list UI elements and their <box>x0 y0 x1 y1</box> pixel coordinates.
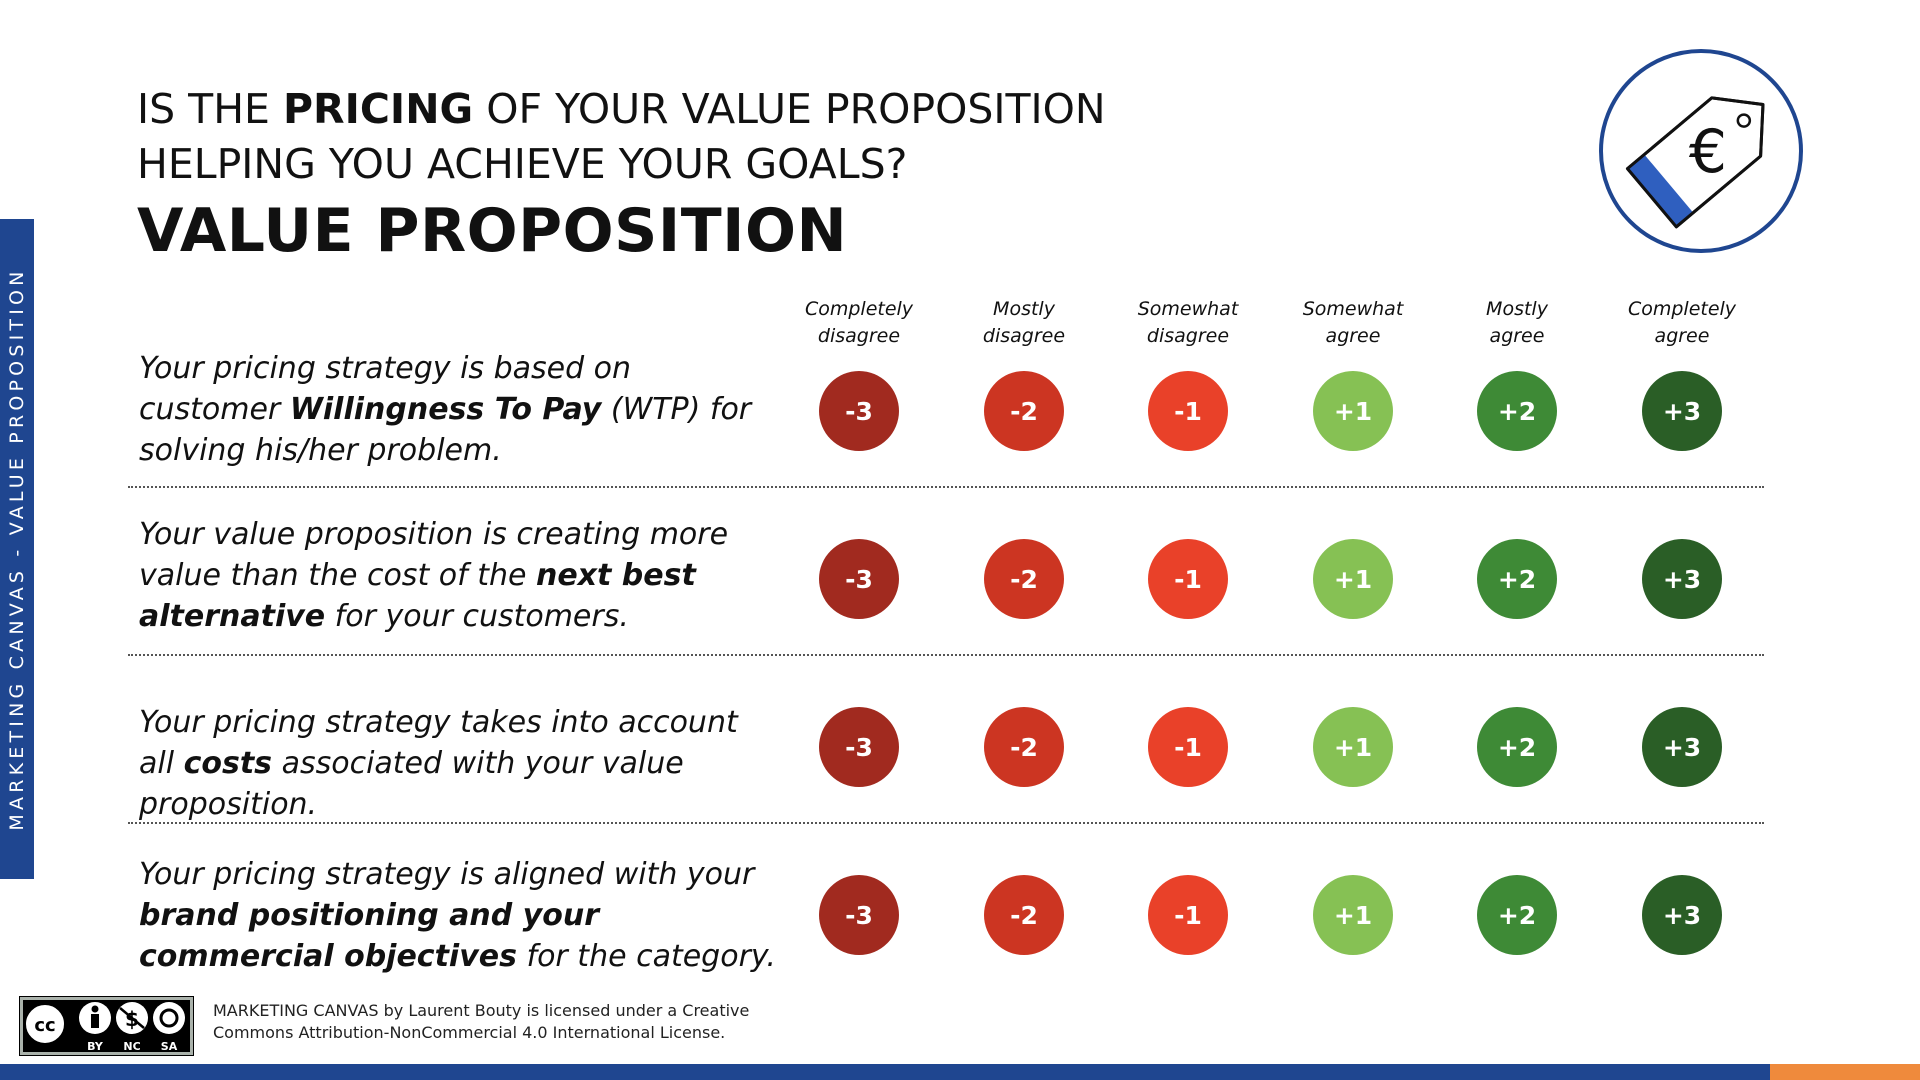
rating-button-plus3[interactable]: +3 <box>1642 707 1722 787</box>
svg-text:NC: NC <box>123 1040 140 1053</box>
sidebar-label: MARKETING CANVAS - VALUE PROPOSITION <box>6 267 28 831</box>
page-title: VALUE PROPOSITION <box>137 196 848 266</box>
statement-fragment: Your pricing strategy is based on custom… <box>139 351 632 427</box>
rating-button-minus2[interactable]: -2 <box>984 707 1064 787</box>
statement-row: Your pricing strategy takes into account… <box>128 656 1764 824</box>
statement-text: Your pricing strategy takes into account… <box>139 702 779 825</box>
rating-button-minus1[interactable]: -1 <box>1148 707 1228 787</box>
scale-label-line-2: disagree <box>817 325 901 347</box>
statement-fragment: associated with your value proposition. <box>139 746 684 822</box>
scale-label-line-1: Mostly <box>1486 298 1548 320</box>
rating-button-minus3[interactable]: -3 <box>819 875 899 955</box>
rating-button-plus2[interactable]: +2 <box>1477 875 1557 955</box>
statement-text: Your pricing strategy is aligned with yo… <box>139 854 779 977</box>
svg-text:SA: SA <box>161 1040 178 1053</box>
question-line-2: HELPING YOU ACHIEVE YOUR GOALS? <box>137 140 908 188</box>
rating-button-minus1[interactable]: -1 <box>1148 875 1228 955</box>
scale-label-5: Mostly agree <box>1452 296 1582 350</box>
statement-emphasis: costs <box>183 746 273 781</box>
rating-button-minus2[interactable]: -2 <box>984 371 1064 451</box>
scale-label-line-1: Completely <box>1627 298 1737 320</box>
statement-fragment: for your customers. <box>325 599 629 634</box>
license-line-1: MARKETING CANVAS by Laurent Bouty is lic… <box>213 1001 750 1020</box>
statement-fragment: for the category. <box>516 939 776 974</box>
statement-row: Your pricing strategy is based on custom… <box>128 320 1764 488</box>
rating-button-plus3[interactable]: +3 <box>1642 875 1722 955</box>
rating-button-plus1[interactable]: +1 <box>1313 875 1393 955</box>
scale-label-line-2: disagree <box>1146 325 1230 347</box>
statement-row: Your pricing strategy is aligned with yo… <box>128 824 1764 974</box>
rating-button-minus3[interactable]: -3 <box>819 707 899 787</box>
row-divider <box>128 822 1764 824</box>
scale-label-line-1: Somewhat <box>1137 298 1239 320</box>
scale-label-line-2: agree <box>1489 325 1545 347</box>
scale-label-2: Mostly disagree <box>959 296 1089 350</box>
footer-bar <box>0 1064 1770 1080</box>
rating-button-plus3[interactable]: +3 <box>1642 371 1722 451</box>
rating-button-plus2[interactable]: +2 <box>1477 371 1557 451</box>
cc-license-badge: cc $ BY NC SA <box>19 996 194 1056</box>
rating-button-plus1[interactable]: +1 <box>1313 539 1393 619</box>
license-text: MARKETING CANVAS by Laurent Bouty is lic… <box>213 1000 749 1044</box>
statement-emphasis: next best alternative <box>139 558 696 634</box>
row-divider <box>128 486 1764 488</box>
scale-label-line-1: Completely <box>804 298 914 320</box>
rating-button-minus1[interactable]: -1 <box>1148 371 1228 451</box>
rating-button-minus2[interactable]: -2 <box>984 539 1064 619</box>
statement-fragment: Your pricing strategy is aligned with yo… <box>139 857 755 892</box>
scale-label-6: Completely agree <box>1617 296 1747 350</box>
sidebar-tab: MARKETING CANVAS - VALUE PROPOSITION <box>0 219 34 879</box>
rating-button-plus1[interactable]: +1 <box>1313 371 1393 451</box>
license-line-2: Commons Attribution-NonCommercial 4.0 In… <box>213 1023 726 1042</box>
statement-text: Your pricing strategy is based on custom… <box>139 348 779 471</box>
scale-label-line-1: Somewhat <box>1302 298 1404 320</box>
statement-row: Your value proposition is creating more … <box>128 488 1764 656</box>
statement-emphasis: Willingness To Pay <box>289 392 602 427</box>
question-bold: PRICING <box>282 85 474 133</box>
rating-button-minus1[interactable]: -1 <box>1148 539 1228 619</box>
svg-text:€: € <box>1689 117 1727 187</box>
rating-button-plus3[interactable]: +3 <box>1642 539 1722 619</box>
page-question: IS THE PRICING OF YOUR VALUE PROPOSITION… <box>137 82 1106 192</box>
rating-button-plus1[interactable]: +1 <box>1313 707 1393 787</box>
rating-button-plus2[interactable]: +2 <box>1477 539 1557 619</box>
rating-button-minus2[interactable]: -2 <box>984 875 1064 955</box>
scale-label-line-2: disagree <box>982 325 1066 347</box>
row-divider <box>128 654 1764 656</box>
statement-text: Your value proposition is creating more … <box>139 514 779 637</box>
statement-fragment: Your pricing strategy takes into account… <box>139 705 738 781</box>
scale-label-4: Somewhat agree <box>1288 296 1418 350</box>
rating-button-minus3[interactable]: -3 <box>819 539 899 619</box>
scale-label-line-2: agree <box>1325 325 1381 347</box>
rating-button-minus3[interactable]: -3 <box>819 371 899 451</box>
scale-label-line-1: Mostly <box>993 298 1055 320</box>
statement-fragment: (WTP) for solving his/her problem. <box>139 392 752 468</box>
price-tag-euro-icon: € <box>1599 49 1803 253</box>
question-post: OF YOUR VALUE PROPOSITION <box>473 85 1106 133</box>
svg-text:cc: cc <box>34 1015 55 1036</box>
footer-accent-bar <box>1770 1064 1920 1080</box>
scale-label-3: Somewhat disagree <box>1123 296 1253 350</box>
scale-label-line-2: agree <box>1654 325 1710 347</box>
rating-button-plus2[interactable]: +2 <box>1477 707 1557 787</box>
svg-text:BY: BY <box>87 1040 104 1053</box>
question-pre: IS THE <box>137 85 283 133</box>
statement-emphasis: brand positioning and your commercial ob… <box>139 898 600 974</box>
statement-fragment: Your value proposition is creating more … <box>139 517 729 593</box>
scale-label-1: Completely disagree <box>794 296 924 350</box>
